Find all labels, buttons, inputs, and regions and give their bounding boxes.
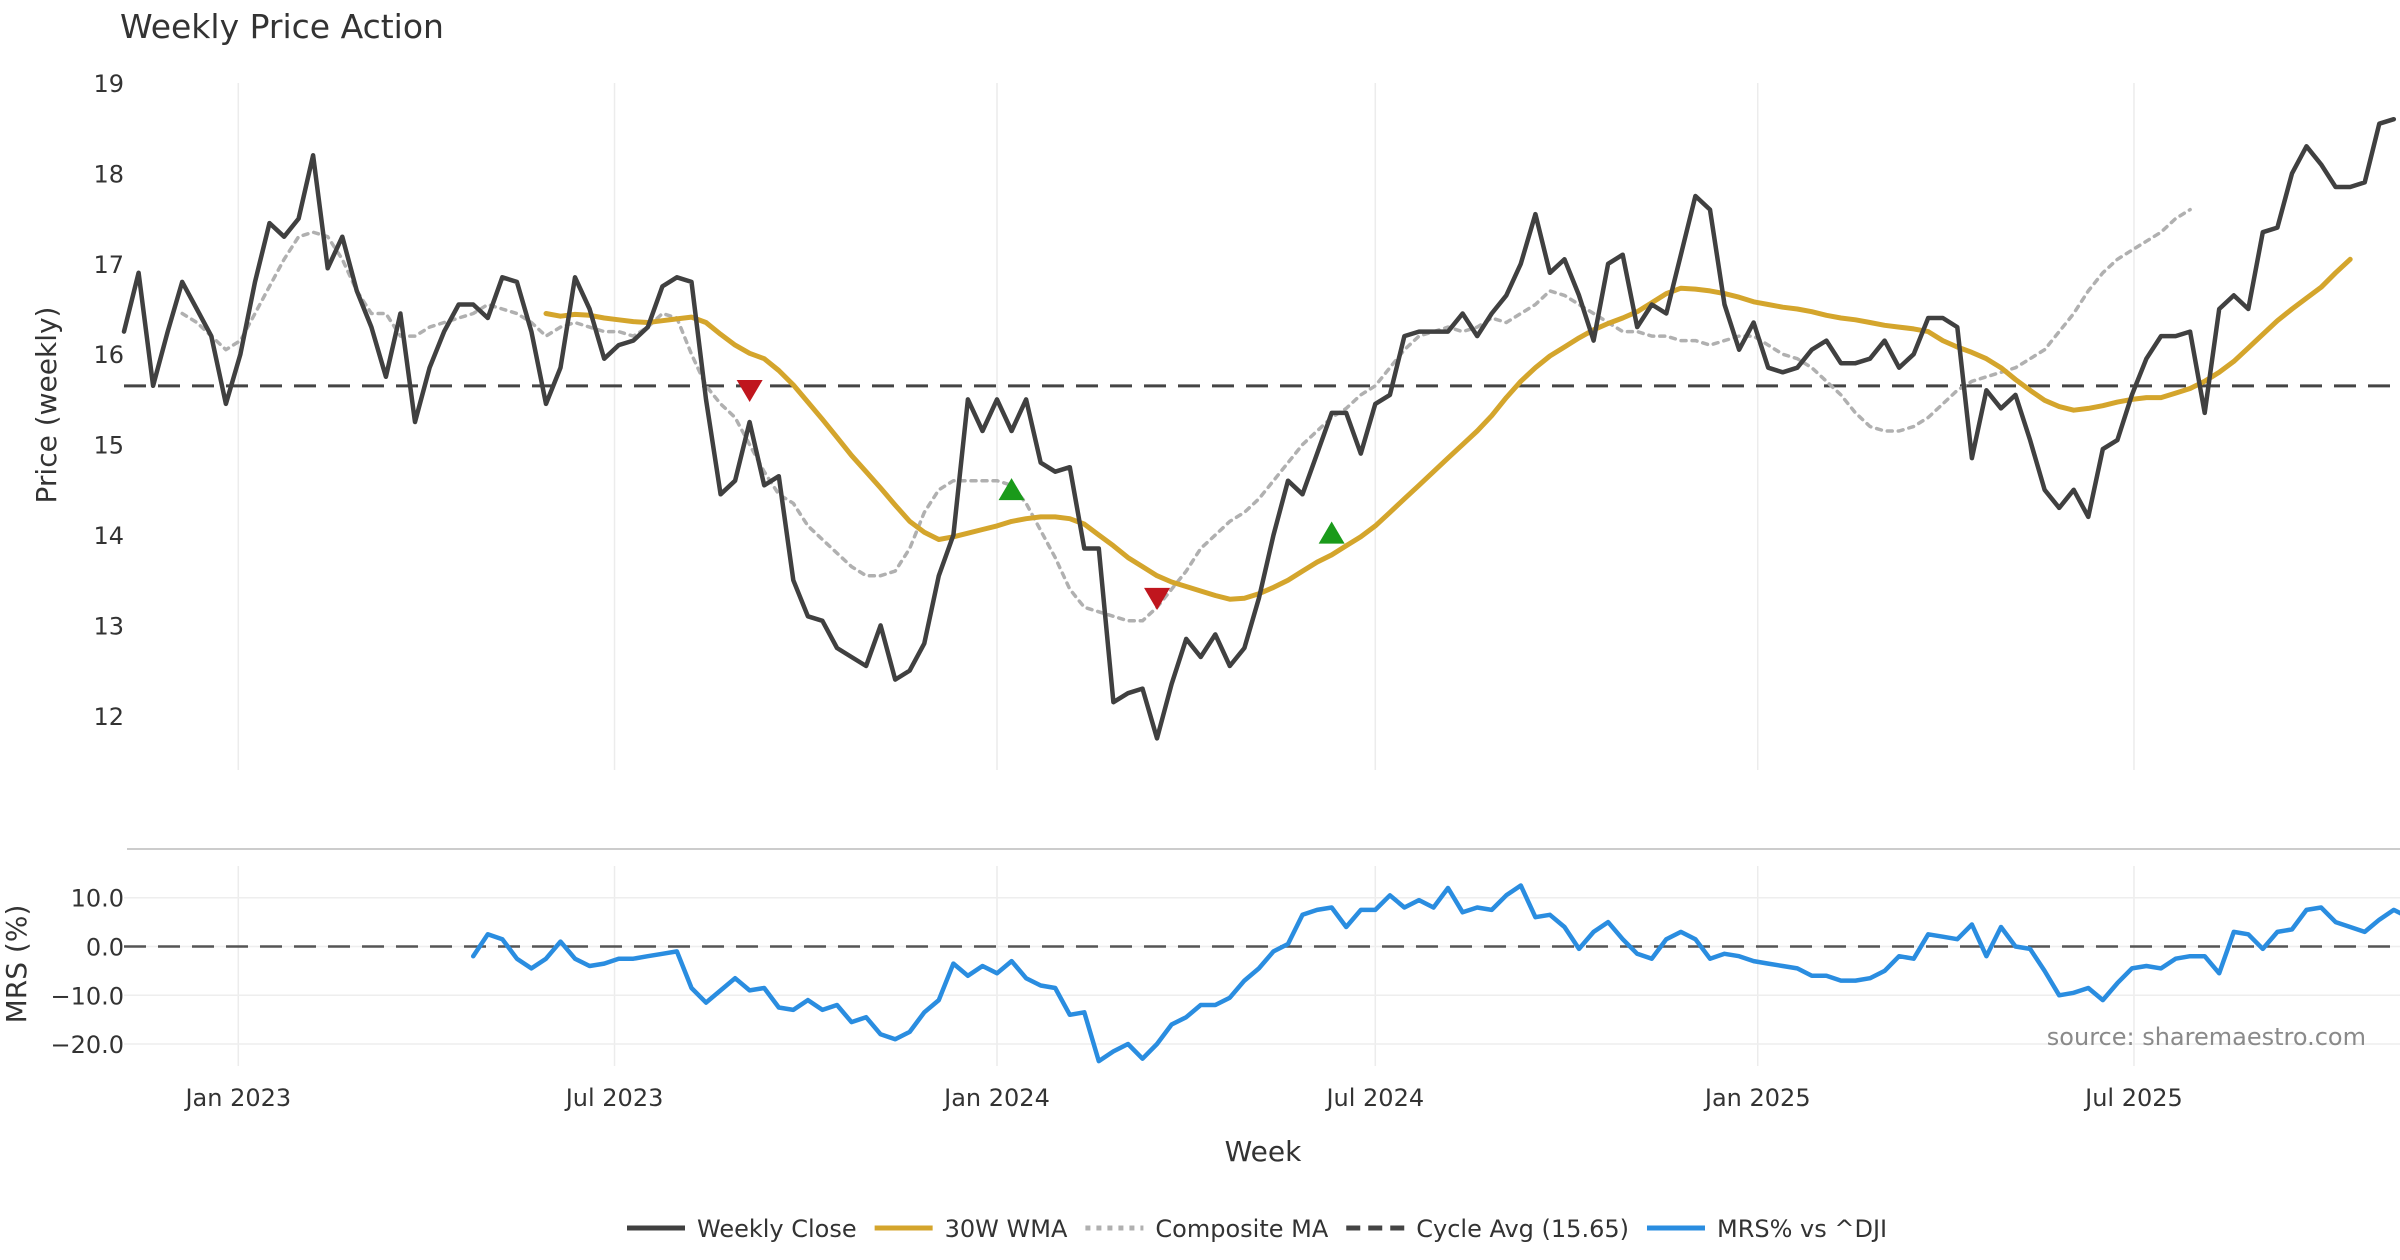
x-tick-jan-2023: Jan 2023 bbox=[183, 1084, 291, 1112]
chart-title: Weekly Price Action bbox=[120, 7, 444, 46]
legend-label-30w-wma: 30W WMA bbox=[945, 1215, 1068, 1243]
x-tick-jul-2025: Jul 2025 bbox=[2083, 1084, 2183, 1112]
source-text: source: sharemaestro.com bbox=[2047, 1023, 2366, 1051]
x-tick-labels: Jan 2023 Jul 2023 Jan 2024 Jul 2024 Jan 2025… bbox=[183, 1084, 2182, 1112]
legend: Weekly Close 30W WMA Composite MA Cycle Avg… bbox=[627, 1215, 1887, 1243]
legend-label-weekly-close: Weekly Close bbox=[697, 1215, 857, 1243]
price-y-tick-labels: 12 13 14 15 16 17 18 19 bbox=[93, 70, 124, 731]
legend-label-cycle-avg-15-65: Cycle Avg (15.65) bbox=[1416, 1215, 1629, 1243]
price-y-tick-15: 15 bbox=[93, 432, 124, 460]
series-mrs-vs-dji bbox=[470, 883, 2400, 1064]
x-tick-jan-2024: Jan 2024 bbox=[942, 1084, 1050, 1112]
series-30w-wma bbox=[543, 256, 2353, 602]
x-tick-jul-2024: Jul 2024 bbox=[1324, 1084, 1424, 1112]
x-tick-jan-2025: Jan 2025 bbox=[1703, 1084, 1811, 1112]
price-y-tick-19: 19 bbox=[93, 70, 124, 98]
price-y-tick-12: 12 bbox=[93, 703, 124, 731]
price-series-group bbox=[121, 116, 2397, 741]
mrs-y-axis-label: MRS (%) bbox=[0, 905, 33, 1024]
price-y-tick-16: 16 bbox=[93, 341, 124, 369]
mrs-series-group bbox=[470, 883, 2400, 1064]
mrs-y-tick-3: −20.0 bbox=[50, 1031, 124, 1059]
mrs-y-tick-1: 0.0 bbox=[86, 933, 124, 961]
signal-markers bbox=[736, 379, 1345, 610]
price-panel: 12 13 14 15 16 17 18 19 Price (weekly) bbox=[30, 70, 2400, 770]
price-y-axis-label: Price (weekly) bbox=[30, 307, 63, 504]
sell-marker-2 bbox=[1144, 587, 1171, 610]
series-composite-ma bbox=[180, 207, 2192, 623]
mrs-y-tick-2: −10.0 bbox=[50, 982, 124, 1010]
price-y-tick-13: 13 bbox=[93, 612, 124, 640]
price-y-tick-14: 14 bbox=[93, 522, 124, 550]
legend-label-composite-ma: Composite MA bbox=[1155, 1215, 1328, 1243]
mrs-y-tick-labels: 10.0 0.0 −10.0 −20.0 bbox=[50, 885, 124, 1059]
x-axis-label: Week bbox=[1225, 1135, 1302, 1168]
price-gridlines bbox=[237, 83, 2135, 770]
buy-marker-1 bbox=[998, 478, 1025, 501]
price-y-tick-18: 18 bbox=[93, 160, 124, 188]
mrs-panel: 10.0 0.0 −10.0 −20.0 MRS (%) source: sharem… bbox=[0, 866, 2400, 1066]
series-weekly-close bbox=[121, 116, 2397, 741]
sell-marker-0 bbox=[736, 379, 763, 403]
mrs-y-tick-0: 10.0 bbox=[71, 885, 124, 913]
legend-label-mrs-vs-dji: MRS% vs ^DJI bbox=[1717, 1215, 1887, 1243]
price-y-tick-17: 17 bbox=[93, 251, 124, 279]
buy-marker-3 bbox=[1318, 521, 1345, 544]
x-tick-jul-2023: Jul 2023 bbox=[564, 1084, 664, 1112]
